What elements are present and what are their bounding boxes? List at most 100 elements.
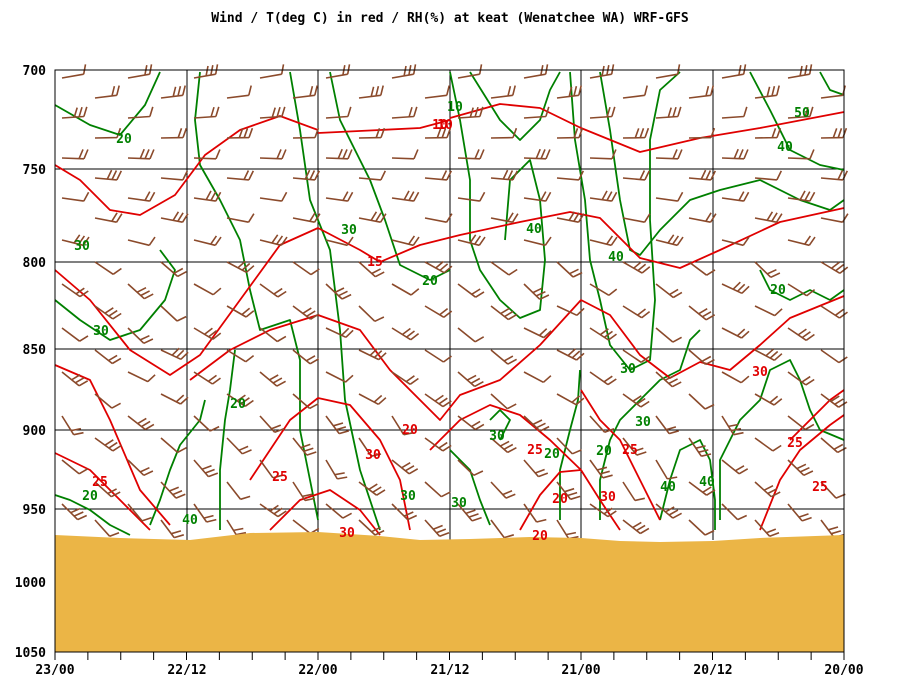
wind-barb: [424, 260, 453, 274]
isotherm-line: [269, 489, 381, 536]
wind-barb: [127, 371, 156, 383]
wind-barb: [391, 327, 420, 341]
rh-line: [489, 409, 511, 441]
wind-barb: [688, 481, 716, 496]
rh-line: [54, 249, 176, 341]
wind-barb: [160, 305, 187, 322]
wind-barb: [655, 459, 678, 480]
rh-contour-label: 40: [182, 513, 198, 528]
rh-contour-label: 30: [451, 496, 467, 511]
wind-barb: [61, 64, 87, 79]
wind-barb: [259, 327, 287, 343]
wind-barb: [556, 393, 585, 406]
wind-barb: [589, 459, 613, 479]
temperature-contour-label: 20: [402, 423, 418, 438]
temperature-contour-label: 20: [552, 492, 568, 507]
wind-barb: [226, 127, 254, 139]
wind-barb: [391, 149, 419, 160]
wind-barb: [391, 283, 420, 296]
wind-barb: [787, 149, 815, 160]
wind-barb: [721, 191, 750, 202]
wind-barb: [589, 235, 618, 247]
wind-barb: [721, 236, 750, 247]
temperature-contour-label: 30: [365, 448, 381, 463]
isotherm-line: [317, 119, 451, 134]
wind-barb: [523, 106, 550, 119]
wind-barb: [160, 481, 186, 499]
wind-barb: [358, 170, 387, 181]
wind-barb: [754, 437, 782, 452]
wind-barb: [556, 170, 585, 181]
wind-barb: [424, 85, 450, 99]
wind-barb: [754, 305, 783, 317]
wind-barb: [490, 519, 515, 539]
wind-barb: [589, 503, 617, 518]
wind-barb: [523, 459, 549, 478]
wind-barb: [457, 106, 484, 119]
temperature-contour-label: 25: [622, 443, 638, 458]
wind-barb: [655, 371, 682, 388]
rh-contour-label: 30: [400, 489, 416, 504]
wind-barb: [655, 327, 682, 343]
wind-barb: [292, 305, 320, 320]
wind-barb: [490, 481, 516, 499]
wind-barb: [820, 127, 848, 139]
wind-barb: [655, 503, 682, 519]
wind-barb: [622, 519, 650, 535]
wind-barb: [787, 64, 813, 79]
wind-barb: [424, 213, 453, 223]
wind-barb: [160, 170, 189, 181]
wind-barb: [556, 127, 584, 139]
wind-barb: [61, 503, 88, 521]
wind-barb: [490, 127, 518, 139]
rh-contour-label: 20: [544, 447, 560, 462]
wind-barb: [424, 170, 453, 181]
rh-contour-label: 30: [341, 223, 357, 238]
isotherm-line: [189, 295, 845, 421]
wind-barb: [391, 106, 418, 119]
wind-barb: [391, 415, 414, 436]
wind-barb: [490, 169, 519, 181]
rh-line: [569, 71, 681, 371]
y-tick-label: 950: [23, 503, 47, 518]
rh-line: [449, 71, 546, 319]
ground-terrain: [55, 532, 844, 652]
wind-barb: [160, 211, 189, 223]
wind-barb: [787, 283, 816, 297]
wind-barb: [292, 481, 315, 502]
wind-barb: [688, 212, 717, 223]
wind-barb: [622, 393, 650, 408]
y-tick-label: 1000: [15, 576, 46, 591]
rh-contour-label: 30: [489, 429, 505, 444]
wind-barb: [226, 260, 255, 274]
rh-line: [54, 71, 161, 136]
wind-barb: [193, 149, 221, 160]
wind-barb: [94, 481, 121, 498]
temperature-contour-label: 30: [752, 365, 768, 380]
wind-barb: [226, 213, 255, 223]
wind-barb: [589, 415, 615, 434]
wind-barb: [523, 327, 552, 339]
rh-line: [599, 329, 701, 520]
wind-barb: [292, 127, 320, 139]
wind-barb: [94, 305, 122, 320]
wind-barb: [259, 191, 288, 202]
wind-barb: [688, 305, 716, 321]
wind-barb: [94, 127, 122, 139]
wind-barb: [754, 127, 782, 139]
wind-barb: [721, 327, 750, 339]
rh-line: [149, 399, 206, 526]
wind-barb: [325, 148, 353, 160]
isotherm-line: [449, 103, 845, 153]
wind-barb: [457, 149, 485, 160]
wind-barb: [457, 64, 483, 79]
wind-barb: [358, 261, 385, 278]
wind-barb: [523, 148, 551, 160]
temperature-contour-label: 25: [812, 480, 828, 495]
wind-barb: [160, 85, 186, 99]
wind-barb: [391, 371, 419, 385]
temperature-contour-label: 30: [339, 526, 355, 541]
wind-barb: [523, 415, 550, 432]
wind-barb: [226, 481, 251, 501]
isotherm-line: [54, 115, 319, 216]
